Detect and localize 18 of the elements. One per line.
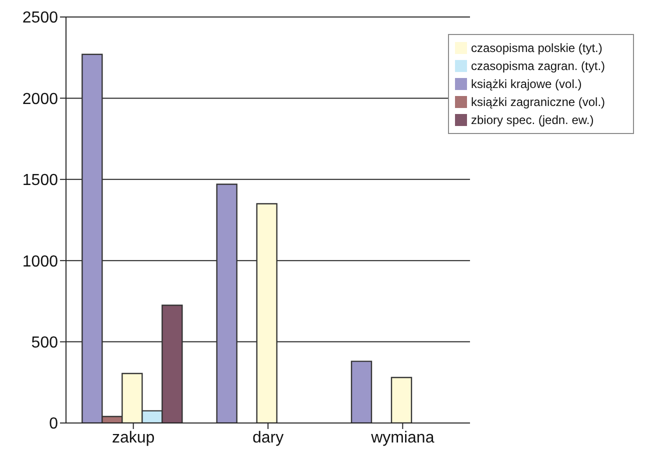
legend-label: książki zagraniczne (vol.) xyxy=(471,95,606,109)
y-tick-label: 500 xyxy=(31,334,58,352)
legend-label: czasopisma polskie (tyt.) xyxy=(471,41,602,55)
y-tick-label: 1500 xyxy=(22,172,58,190)
x-tick-label: zakup xyxy=(112,429,155,446)
y-tick-label: 1000 xyxy=(22,253,58,270)
legend-label: książki krajowe (vol.) xyxy=(471,77,582,91)
y-tick-label: 2000 xyxy=(22,90,58,108)
bar xyxy=(216,184,238,423)
x-tick-label: wymiana xyxy=(370,429,434,446)
x-tick-label: dary xyxy=(252,429,284,446)
bar xyxy=(390,376,412,423)
bar xyxy=(256,203,278,423)
bar xyxy=(350,360,372,423)
legend-label: zbiory spec. (jedn. ew.) xyxy=(471,113,594,127)
legend-label: czasopisma zagran. (tyt.) xyxy=(471,59,606,73)
y-tick-label: 0 xyxy=(49,416,58,433)
y-tick-label: 2500 xyxy=(22,10,58,27)
